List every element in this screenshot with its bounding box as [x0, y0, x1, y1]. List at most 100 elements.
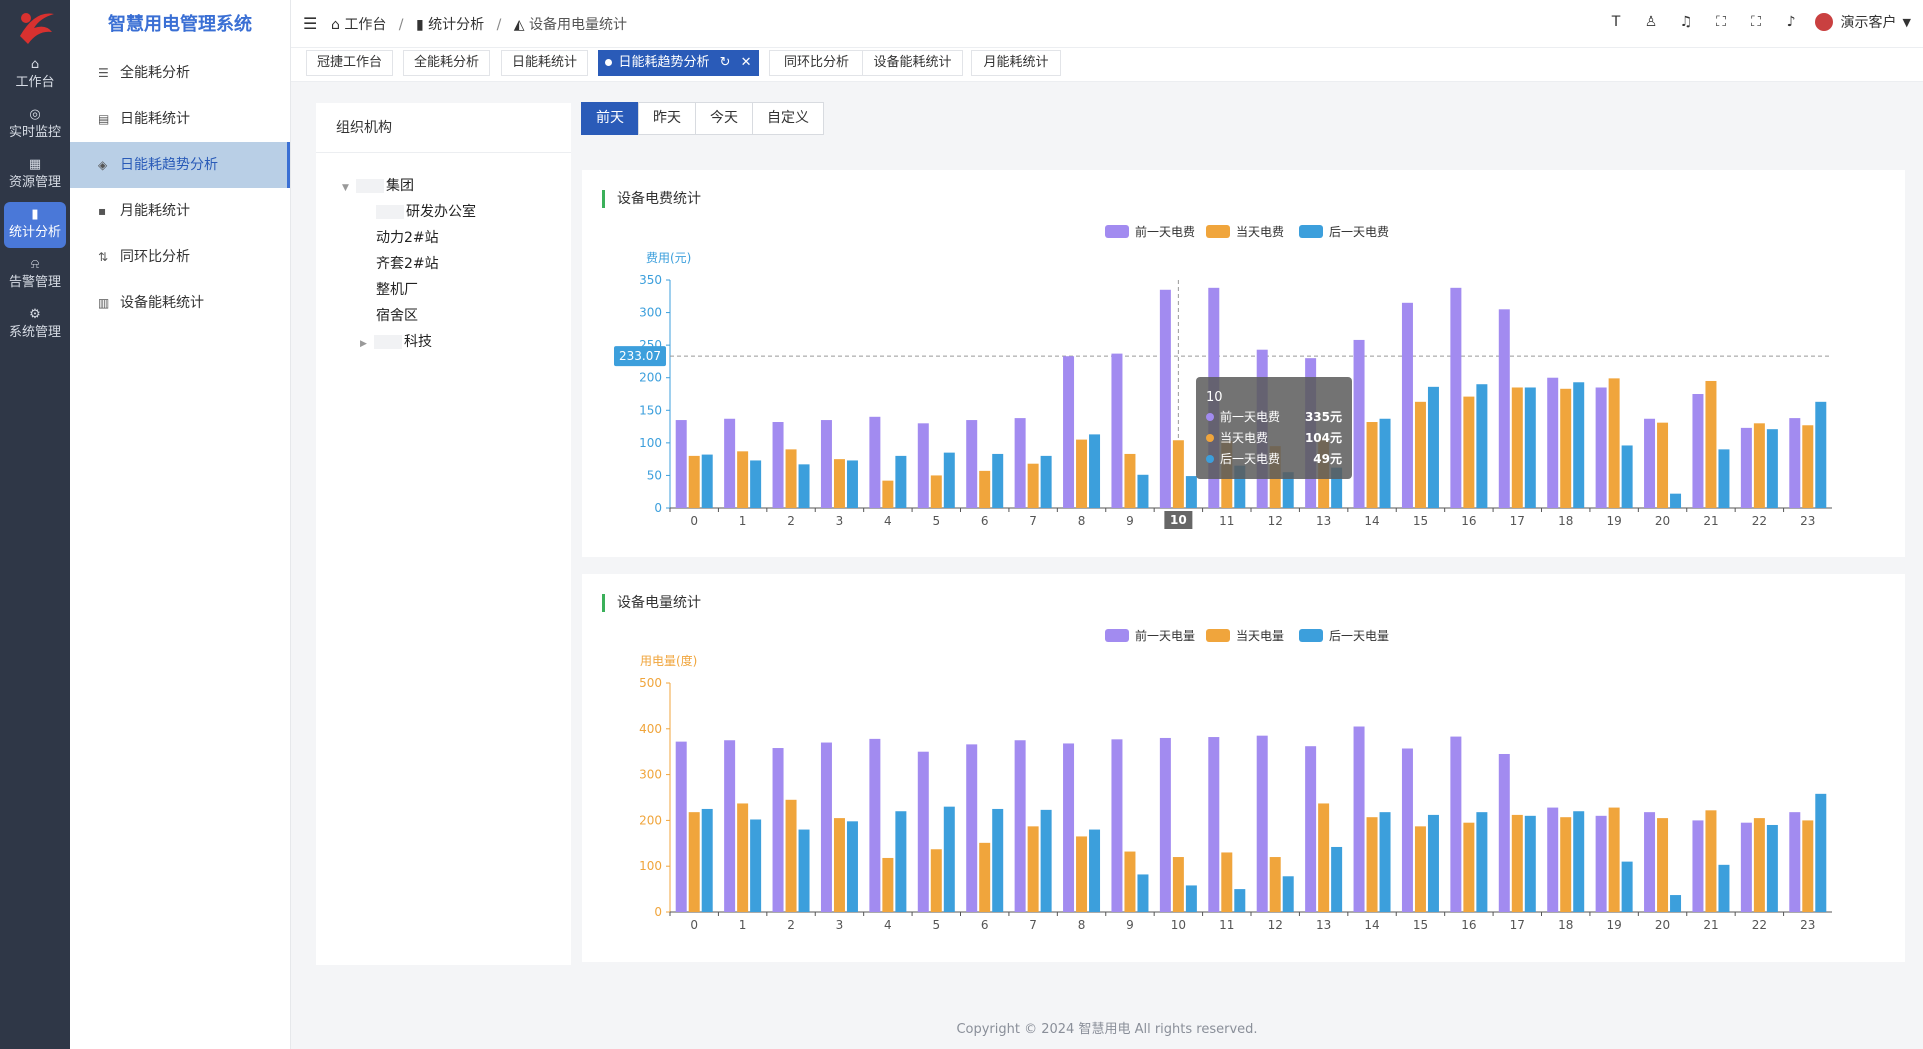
tree-node-tech[interactable]: ▶ 科技	[360, 331, 432, 351]
legend-label: 当天电费	[1236, 225, 1284, 239]
bell-icon[interactable]: ♫	[1679, 14, 1693, 30]
bar	[846, 821, 858, 912]
caret-down-icon[interactable]: ▼	[342, 183, 349, 193]
app-rail: ⌂ 工作台 ◎ 实时监控 ▦ 资源管理 ▮ 统计分析 ⍾ 告警管理 ⚙ 系统管理	[0, 0, 70, 1049]
submenu-item-1[interactable]: ▤ 日能耗统计	[70, 96, 290, 142]
bar	[1753, 818, 1765, 912]
fullscreen-icon[interactable]: ⛶	[1716, 14, 1726, 30]
bar	[930, 849, 942, 912]
tree-node-dormitory[interactable]: 宿舍区	[376, 305, 418, 325]
tab-daily-trend[interactable]: 日能耗趋势分析 ↻ ✕	[598, 50, 759, 76]
menu-toggle-icon[interactable]: ☰	[303, 14, 318, 33]
submenu-item-label: 同环比分析	[120, 249, 190, 265]
tree-node-power-station[interactable]: 动力2#站	[376, 227, 439, 247]
x-tick-label: 18	[1558, 514, 1573, 528]
x-tick-label: 15	[1413, 514, 1428, 528]
bar	[1353, 339, 1365, 508]
submenu-item-3[interactable]: ▪ 月能耗统计	[70, 188, 290, 234]
breadcrumb-item-statistics[interactable]: 统计分析	[428, 17, 485, 33]
sub-menu: 智慧用电管理系统 ☰ 全能耗分析 ▤ 日能耗统计 ◈ 日能耗趋势分析 ▪ 月能耗统计 ⇅ 同环比分…	[70, 0, 291, 1049]
bar	[1305, 746, 1317, 912]
rail-item-label: 工作台	[15, 75, 55, 90]
legend-swatch	[1206, 225, 1230, 238]
refresh-icon[interactable]: ↻	[719, 55, 731, 70]
rail-item-grid[interactable]: ▦ 资源管理	[4, 152, 66, 198]
bar	[1401, 748, 1413, 912]
bar	[1621, 861, 1633, 912]
submenu-item-5[interactable]: ▥ 设备能耗统计	[70, 280, 290, 326]
bar	[1282, 472, 1294, 508]
tab-daily-energy[interactable]: 日能耗统计	[501, 50, 588, 76]
sound-icon[interactable]: ♪	[1786, 14, 1796, 30]
day-button-today[interactable]: 今天	[695, 102, 753, 135]
bar	[1379, 418, 1391, 508]
tooltip-row-label: 后一天电费	[1220, 452, 1280, 466]
grid-icon: ▦	[28, 157, 42, 172]
x-tick-label: 11	[1219, 918, 1234, 932]
bar	[1595, 387, 1607, 508]
submenu-item-4[interactable]: ⇅ 同环比分析	[70, 234, 290, 280]
submenu-item-2[interactable]: ◈ 日能耗趋势分析	[70, 142, 290, 188]
tree-node-label: 研发办公室	[406, 204, 476, 220]
bar	[943, 452, 955, 508]
area-chart-icon: ◭	[513, 17, 525, 33]
bar	[943, 806, 955, 912]
breadcrumb-item-current: 设备用电量统计	[529, 17, 627, 33]
x-tick-label: 16	[1461, 514, 1476, 528]
rail-item-gear[interactable]: ⚙ 系统管理	[4, 302, 66, 348]
caret-right-icon[interactable]: ▶	[360, 339, 367, 349]
bar	[882, 857, 894, 912]
bar	[1705, 380, 1717, 508]
legend-label: 后一天电量	[1329, 629, 1389, 643]
x-tick-label: 12	[1268, 918, 1283, 932]
rail-item-label: 实时监控	[8, 125, 61, 140]
bar	[1401, 302, 1413, 508]
x-tick-label: 12	[1268, 514, 1283, 528]
tooltip-row-value: 104元	[1305, 431, 1342, 445]
expand-icon[interactable]: ⛶	[1751, 14, 1761, 30]
tab-device-energy[interactable]: 设备能耗统计	[862, 50, 963, 76]
tree-node-factory[interactable]: 整机厂	[376, 279, 418, 299]
close-icon[interactable]: ✕	[740, 55, 752, 70]
x-tick-label: 20	[1655, 514, 1670, 528]
bar	[785, 449, 797, 508]
bar	[1692, 820, 1704, 912]
bar	[1766, 824, 1778, 912]
bar	[1670, 493, 1682, 508]
tree-node-label: 宿舍区	[376, 308, 418, 324]
bar	[750, 819, 762, 912]
day-button-day-before[interactable]: 前天	[581, 102, 639, 135]
bar	[1608, 378, 1620, 508]
bar	[1234, 465, 1246, 508]
tab-label: 月能耗统计	[983, 55, 1049, 70]
bar	[1040, 455, 1052, 508]
tree-node-group[interactable]: ▼ 集团	[342, 175, 414, 195]
theme-shirt-icon[interactable]: ♙	[1644, 14, 1658, 30]
user-menu[interactable]: 演示客户 ▼	[1814, 12, 1911, 32]
rail-item-monitor[interactable]: ◎ 实时监控	[4, 102, 66, 148]
bar	[930, 475, 942, 508]
rail-item-bar-chart[interactable]: ▮ 统计分析	[4, 202, 66, 248]
tree-node-office[interactable]: 研发办公室	[376, 201, 476, 221]
tab-full-energy[interactable]: 全能耗分析	[403, 50, 490, 76]
bar	[1063, 356, 1075, 508]
day-button-custom[interactable]: 自定义	[752, 102, 824, 135]
tree-node-kit-station[interactable]: 齐套2#站	[376, 253, 439, 273]
x-tick-label: 23	[1800, 514, 1815, 528]
bar	[1670, 895, 1682, 912]
bar	[1124, 851, 1136, 912]
day-button-yesterday[interactable]: 昨天	[638, 102, 696, 135]
rail-item-bell[interactable]: ⍾ 告警管理	[4, 252, 66, 298]
submenu-item-0[interactable]: ☰ 全能耗分析	[70, 50, 290, 96]
tab-yoy[interactable]: 同环比分析	[769, 50, 864, 76]
legend-swatch	[1105, 629, 1129, 642]
bar	[1657, 818, 1669, 912]
font-size-icon[interactable]: T	[1611, 14, 1621, 30]
breadcrumb-item-workbench[interactable]: 工作台	[344, 17, 387, 33]
submenu-item-label: 月能耗统计	[120, 203, 190, 219]
rail-item-home[interactable]: ⌂ 工作台	[4, 52, 66, 98]
tooltip-marker	[1206, 413, 1214, 421]
tab-workbench[interactable]: 冠捷工作台	[306, 50, 393, 76]
submenu-item-label: 日能耗统计	[120, 111, 190, 127]
tab-monthly-energy[interactable]: 月能耗统计	[971, 50, 1061, 76]
